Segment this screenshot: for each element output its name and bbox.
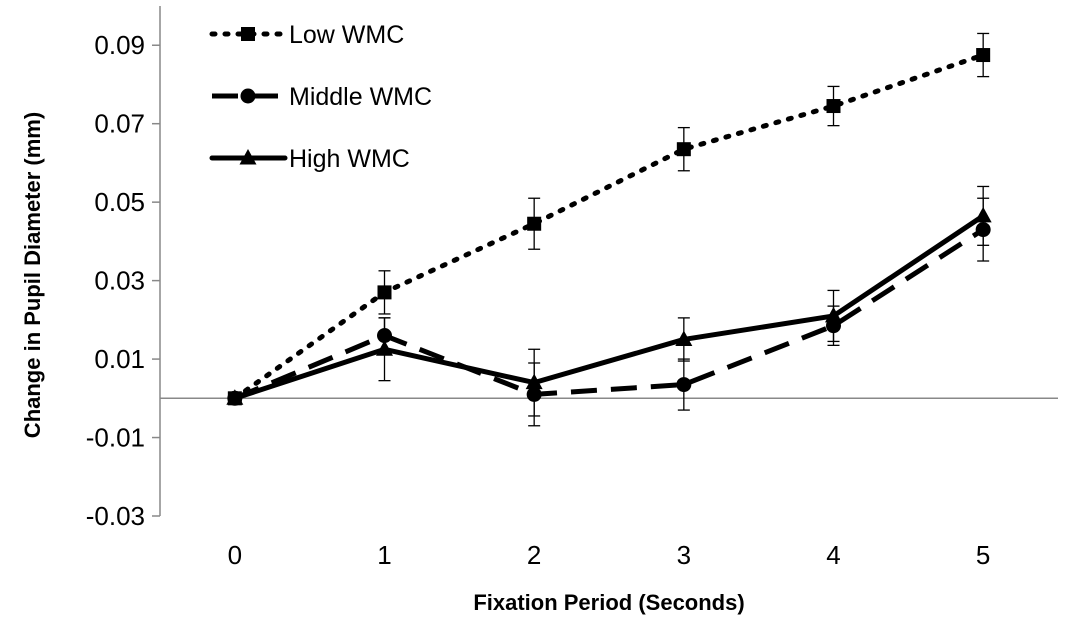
y-axis-title: Change in Pupil Diameter (mm) <box>20 112 45 438</box>
x-tick-label: 5 <box>976 540 990 570</box>
middle-wmc-point <box>526 386 542 402</box>
low-wmc-point <box>527 216 542 231</box>
high-wmc-point <box>376 340 393 356</box>
x-tick-label: 4 <box>826 540 840 570</box>
y-tick-label: 0.01 <box>94 344 145 374</box>
low-wmc-point <box>826 99 841 114</box>
y-tick-label: 0.07 <box>94 109 145 139</box>
middle-wmc-point <box>377 328 392 344</box>
y-tick-label: 0.03 <box>94 266 145 296</box>
y-tick-label: 0.09 <box>94 30 145 60</box>
low-wmc-point <box>676 142 691 157</box>
high-wmc-point <box>974 206 992 223</box>
middle-wmc-line <box>233 227 985 401</box>
high-wmc-legend-label: High WMC <box>289 145 410 173</box>
x-tick-label: 1 <box>377 540 391 570</box>
legend-item-high-wmc: High WMC <box>209 145 410 173</box>
legend-item-low-wmc: Low WMC <box>209 21 404 49</box>
high-wmc-line <box>232 213 986 401</box>
middle-wmc-legend-label: Middle WMC <box>289 83 432 111</box>
y-tick-label: -0.03 <box>86 501 145 531</box>
x-axis-title: Fixation Period (Seconds) <box>473 590 744 615</box>
x-tick-label: 0 <box>228 540 242 570</box>
low-wmc-point <box>976 48 991 63</box>
high-wmc-point <box>675 330 693 346</box>
middle-wmc-point <box>676 377 692 393</box>
low-wmc-line <box>232 52 986 401</box>
y-tick-label: -0.01 <box>86 423 145 453</box>
high-wmc-point <box>226 389 244 405</box>
low-wmc-point <box>377 285 392 300</box>
middle-wmc-legend-marker <box>240 88 256 104</box>
low-wmc-legend-marker <box>241 27 255 41</box>
axes: -0.03 -0.01 0.01 0.03 0.05 0.07 0.09 0 1 2 3 4 5 <box>86 6 1058 570</box>
low-wmc-legend-label: Low WMC <box>289 21 404 49</box>
middle-wmc-point <box>975 222 991 238</box>
legend-item-middle-wmc: Middle WMC <box>212 83 432 111</box>
legend: Low WMC Middle WMC High WMC <box>209 21 432 173</box>
series-lines <box>232 52 986 401</box>
high-wmc-legend-marker <box>239 149 257 165</box>
high-wmc-point <box>825 306 842 323</box>
y-tick-label: 0.05 <box>94 187 145 217</box>
markers <box>226 48 992 406</box>
high-wmc-point <box>525 373 543 390</box>
x-tick-label: 3 <box>677 540 691 570</box>
x-tick-label: 2 <box>527 540 541 570</box>
